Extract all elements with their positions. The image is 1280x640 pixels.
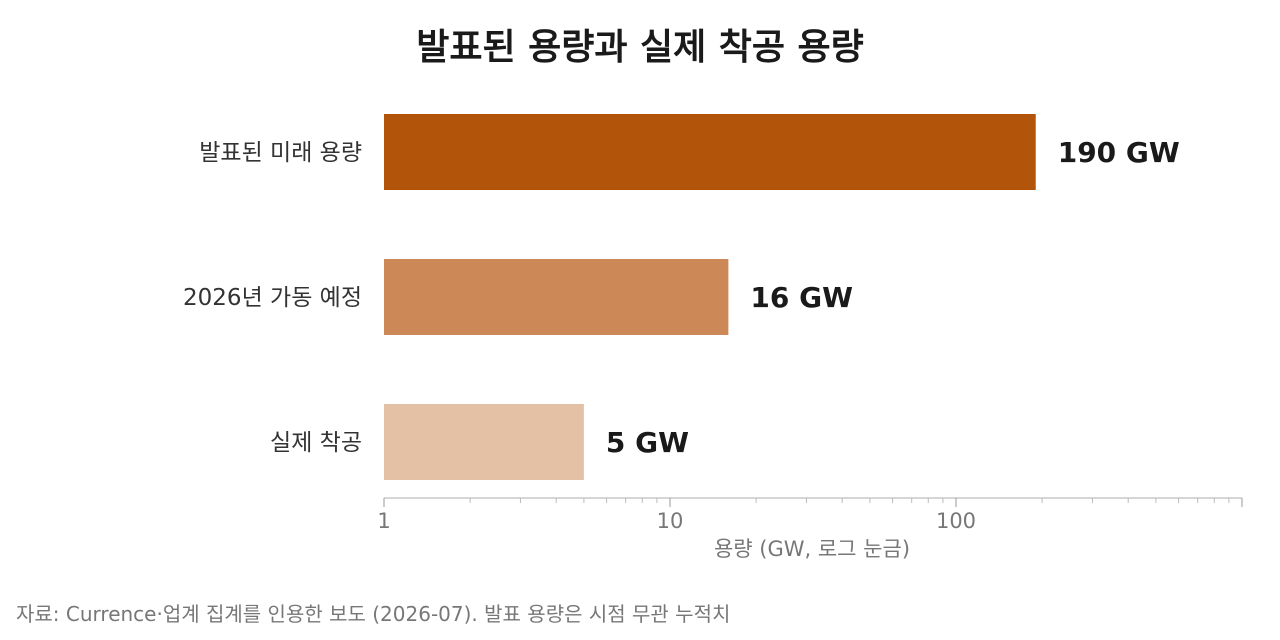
chart-title: 발표된 용량과 실제 착공 용량 — [416, 27, 864, 68]
value-label: 190 GW — [1058, 136, 1180, 169]
category-label: 2026년 가동 예정 — [183, 285, 362, 311]
value-label: 5 GW — [606, 426, 689, 459]
value-label: 16 GW — [750, 281, 853, 314]
bar-1 — [384, 114, 1036, 190]
category-label: 실제 착공 — [270, 430, 362, 456]
x-axis-label: 용량 (GW, 로그 눈금) — [714, 537, 910, 561]
category-label: 발표된 미래 용량 — [199, 140, 362, 166]
source-note: 자료: Currence·업계 집계를 인용한 보도 (2026-07). 발표… — [16, 602, 731, 626]
bar-3 — [384, 404, 584, 480]
x-tick-label: 1 — [377, 509, 390, 533]
x-axis: 1 10 100 용량 (GW, 로그 눈금) — [377, 497, 1243, 561]
bar-2 — [384, 259, 729, 335]
x-tick-label: 100 — [936, 509, 976, 533]
bars-group: 발표된 미래 용량 190 GW 2026년 가동 예정 16 GW 실제 착공 5 GW — [183, 114, 1180, 480]
x-tick-label: 10 — [657, 509, 684, 533]
